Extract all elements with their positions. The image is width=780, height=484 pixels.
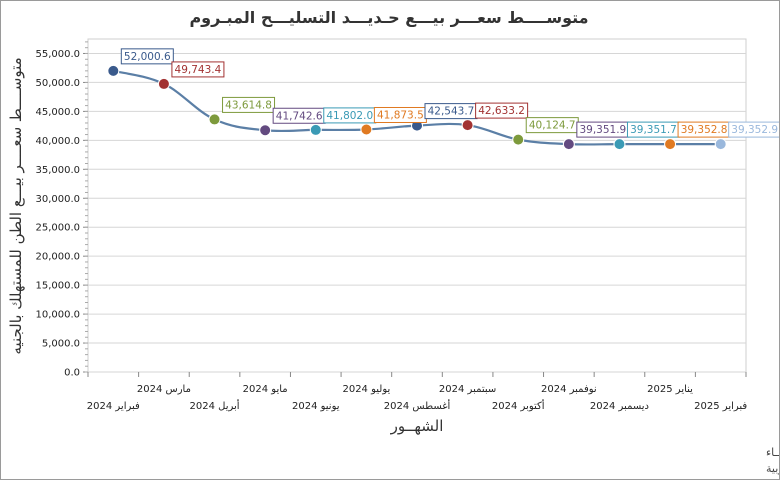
data-point [360,123,373,136]
x-tick-label: مارس 2024 [137,384,191,395]
y-tick-label: 10,000.0 [35,310,80,321]
x-axis-title: الشهــور [390,417,444,435]
chart-title: متوســــط سعـــر بيـــع حـديـــد التسليـ… [189,8,588,27]
data-point [309,123,322,136]
data-point [208,113,221,126]
y-tick-label: 0.0 [64,368,80,379]
footer-source: المصدر الأساسي للأحصاءات الرسمية لجمهوري… [766,461,779,475]
data-label: 40,124.7 [529,120,576,132]
y-tick-label: 40,000.0 [35,136,80,147]
data-label: 41,802.0 [326,110,373,122]
plot-area [87,38,747,373]
x-axis-ticks: فبراير 2024 مارس 2024 أبريل 2024 مايو 2024 ي… [87,372,747,412]
data-label-box [475,102,529,119]
data-label: 52,000.6 [124,51,171,63]
x-tick-label: فبراير 2025 [694,401,747,412]
x-tick-label: نوفمبر 2024 [541,384,597,395]
y-tick-label: 35,000.0 [35,165,80,176]
x-tick-label: أبريل 2024 [189,399,239,412]
y-tick-label: 15,000.0 [35,281,80,292]
data-point [562,138,575,151]
y-tick-label: 25,000.0 [35,223,80,234]
data-point [461,119,474,132]
x-tick-label: أكتوبر 2024 [492,399,545,412]
data-point [259,124,272,137]
x-tick-label: ديسمبر 2024 [590,401,649,412]
data-point [613,138,626,151]
data-labels: 52,000.6 49,743.4 43,614.8 41,742.6 41,802.0… [120,48,780,138]
y-tick-label: 20,000.0 [35,252,80,263]
y-tick-label: 50,000.0 [35,78,80,89]
footer-copyright: حقوق الملكية للجهـــاز المركزي للتعبئة ا… [766,445,779,459]
x-tick-label: فبراير 2024 [87,401,140,412]
data-label-box [120,48,174,65]
data-point [714,138,727,151]
data-label: 39,352.8 [681,124,728,136]
data-label: 41,873.5 [377,109,424,121]
y-axis-ticks: 0.0 5,000.0 10,000.0 15,000.0 20,000.0 25,000… [35,41,88,379]
x-tick-label: يونيو 2024 [292,401,340,412]
data-label: 43,614.8 [225,99,272,111]
data-label: 41,742.6 [276,110,323,122]
data-label: 39,352.9 [731,124,778,136]
data-point [157,77,170,90]
data-label: 39,351.7 [630,124,677,136]
data-point [664,138,677,151]
data-point [107,64,120,77]
data-points [107,64,727,151]
y-tick-label: 5,000.0 [42,339,80,350]
x-tick-label: سبتمبر 2024 [439,384,496,395]
y-axis-title: متوســــط سعــــر بيـــع الطن للمستهلك ب… [7,57,25,354]
y-tick-label: 45,000.0 [35,107,80,118]
x-tick-label: يناير 2025 [647,384,693,395]
x-tick-label: أغسطس 2024 [384,399,451,412]
y-tick-label: 55,000.0 [35,49,80,60]
data-label: 42,633.2 [478,105,525,117]
data-label: 39,351.9 [579,124,626,136]
x-tick-label: يوليو 2024 [342,384,390,395]
y-tick-label: 30,000.0 [35,194,80,205]
data-label-box [222,96,276,113]
data-label: 49,743.4 [175,64,222,76]
data-label: 42,543.7 [428,106,475,118]
data-label-box [171,61,225,78]
x-tick-label: مايو 2024 [243,384,288,395]
gridlines [88,52,746,373]
data-label-box [728,121,780,138]
data-point [512,133,525,146]
